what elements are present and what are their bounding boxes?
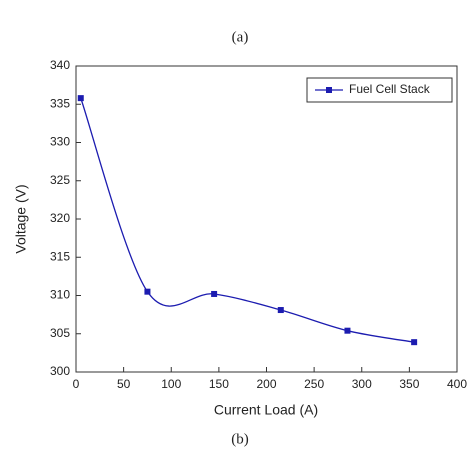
- y-tick-label: 330: [50, 135, 70, 149]
- series-line: [80, 97, 415, 343]
- y-tick-label: 300: [50, 364, 70, 378]
- x-tick-label: 100: [161, 377, 181, 391]
- data-point: [144, 288, 151, 295]
- y-tick-label: 335: [50, 96, 70, 110]
- legend-box: [306, 77, 453, 103]
- chart-title: (a): [232, 29, 249, 45]
- x-tick-label: 300: [352, 377, 372, 391]
- y-tick-label: 325: [50, 173, 70, 187]
- x-axis-label: Current Load (A): [214, 402, 318, 418]
- y-tick-label: 315: [50, 249, 70, 263]
- data-point: [211, 290, 218, 297]
- plot-frame: [75, 65, 458, 373]
- legend-marker: [326, 87, 332, 93]
- x-tick-label: 250: [304, 377, 324, 391]
- y-tick-label: 320: [50, 211, 70, 225]
- legend-label: Fuel Cell Stack: [349, 82, 431, 96]
- data-point: [411, 339, 418, 346]
- y-axis-label: Voltage (V): [13, 184, 29, 253]
- x-tick-label: 200: [256, 377, 276, 391]
- x-tick-label: 350: [399, 377, 419, 391]
- data-point: [77, 95, 84, 102]
- chart-caption: (b): [231, 431, 249, 447]
- y-tick-label: 310: [50, 288, 70, 302]
- data-point: [277, 307, 284, 314]
- x-tick-label: 150: [209, 377, 229, 391]
- x-tick-label: 0: [73, 377, 80, 391]
- y-tick-label: 340: [50, 58, 70, 72]
- x-tick-label: 50: [117, 377, 131, 391]
- data-point: [344, 327, 351, 334]
- y-tick-label: 305: [50, 326, 70, 340]
- x-tick-label: 400: [447, 377, 467, 391]
